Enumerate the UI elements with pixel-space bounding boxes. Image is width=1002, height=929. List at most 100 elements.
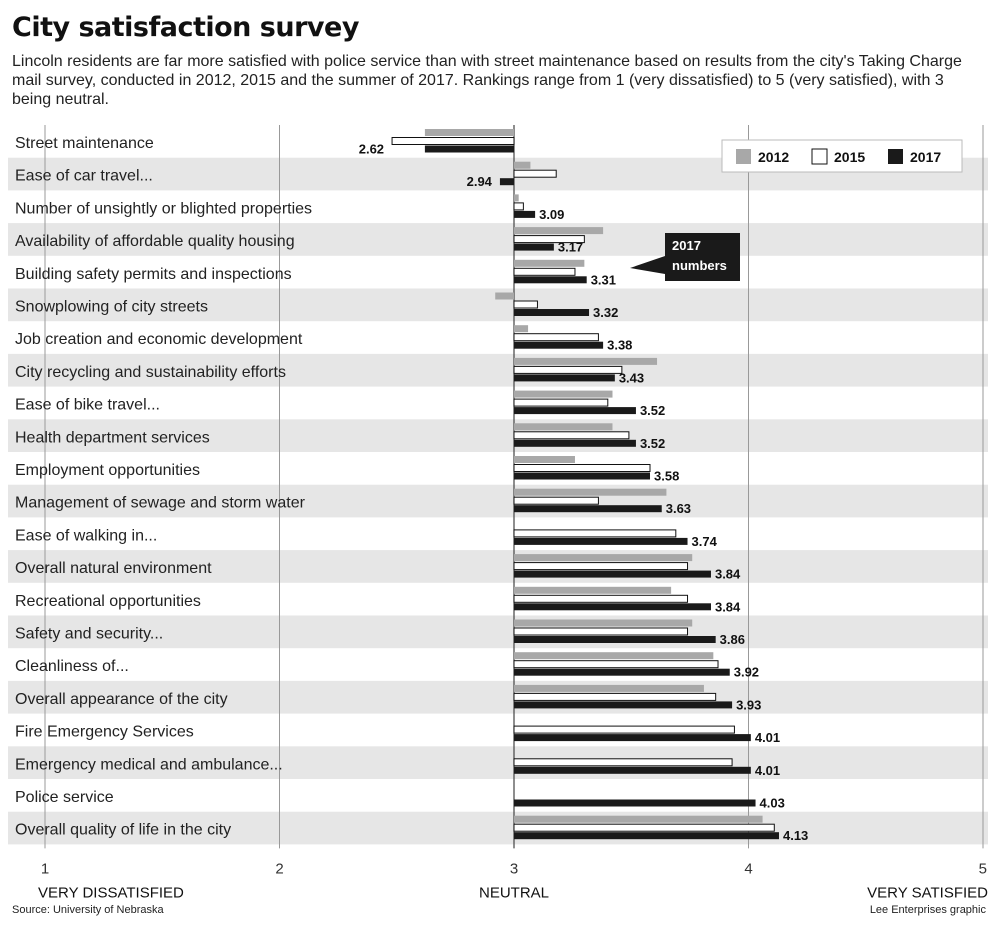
category-label: Number of unsightly or blighted properti…	[15, 200, 312, 217]
bar-2015	[513, 464, 651, 472]
bar-2012	[514, 357, 658, 365]
bar-2015	[513, 823, 775, 832]
bar-2012	[514, 259, 585, 267]
bar-2017	[514, 407, 636, 415]
bar-2015	[513, 169, 557, 178]
x-axis-word: VERY SATISFIED	[867, 884, 988, 900]
bar-2017	[514, 374, 615, 382]
bar-2012	[514, 161, 531, 169]
bar-2015	[513, 627, 689, 636]
data-label-2017: 3.52	[640, 436, 665, 451]
callout-line-1: 2017	[672, 238, 701, 253]
category-labels: Street maintenance Ease of car travel... N…	[15, 135, 312, 839]
bar-2017	[514, 472, 651, 480]
callout-line-2: numbers	[672, 258, 727, 273]
bar-2012	[514, 488, 667, 496]
bar-2017	[514, 505, 662, 513]
category-label: Building safety permits and inspections	[15, 266, 292, 283]
x-tick-label: 2	[275, 860, 283, 877]
chart-title: City satisfaction survey	[12, 12, 359, 43]
bar-2012	[514, 554, 693, 562]
category-label: Fire Emergency Services	[15, 724, 194, 741]
callout-box	[665, 233, 740, 281]
bar-2017	[514, 799, 756, 807]
bar-2017	[514, 276, 587, 284]
bar-2017	[514, 210, 536, 218]
bar-2017	[514, 439, 636, 447]
category-label: Employment opportunities	[15, 462, 200, 479]
data-label-2017: 3.38	[607, 338, 632, 353]
bar-2012	[424, 129, 514, 136]
bar-2017	[514, 832, 779, 840]
bar-2012	[514, 815, 763, 823]
bar-2015	[513, 235, 585, 244]
data-label-2017: 3.31	[591, 272, 616, 287]
bar-2012	[514, 227, 604, 235]
data-label-2017: 3.58	[654, 469, 679, 484]
data-label-2017: 4.01	[755, 763, 780, 778]
bar-2012	[514, 390, 613, 398]
row-bands	[8, 157, 988, 845]
data-label-2017: 3.63	[666, 501, 691, 516]
data-label-2017: 2.94	[467, 174, 493, 189]
bar-2015	[513, 365, 623, 374]
bar-2017	[499, 178, 514, 186]
bar-2015	[513, 660, 719, 669]
row-band	[8, 746, 988, 779]
data-label-2017: 2.62	[359, 142, 384, 157]
source-note: Source: University of Nebraska	[12, 904, 164, 916]
category-label: Overall natural environment	[15, 560, 212, 577]
bar-2015	[513, 267, 576, 276]
row-band	[8, 550, 988, 583]
bar-2012	[514, 619, 693, 627]
bar-2015	[513, 725, 735, 734]
data-label-2017: 4.01	[755, 730, 780, 745]
category-label: Cleanliness of...	[15, 658, 129, 675]
row-band	[8, 353, 988, 387]
data-label-2017: 3.52	[640, 403, 665, 418]
legend-label-2012: 2012	[758, 149, 789, 165]
bar-2015	[513, 398, 609, 407]
data-label-2017: 4.03	[760, 796, 785, 811]
credit-note: Lee Enterprises graphic	[869, 904, 986, 916]
x-axis: 1 2 3 4 5 VERY DISSATISFIED NEUTRAL VERY SATISF…	[38, 860, 988, 900]
category-label: Safety and security...	[15, 626, 163, 643]
bar-2015	[513, 431, 630, 440]
bar-2012	[514, 423, 613, 431]
x-tick-label: 4	[744, 860, 752, 877]
data-label-2017: 3.09	[539, 207, 564, 222]
data-label-2017: 3.92	[734, 665, 759, 680]
bar-2015	[513, 300, 538, 309]
category-label: Ease of car travel...	[15, 168, 153, 185]
category-label: Snowplowing of city streets	[15, 299, 208, 316]
bar-2017	[514, 537, 688, 545]
bar-2015	[513, 562, 689, 571]
data-label-2017: 3.32	[593, 305, 618, 320]
bar-2017	[514, 636, 716, 643]
bar-2012	[514, 652, 714, 660]
bar-2015	[513, 333, 599, 342]
chart-subtitle: Lincoln residents are far more satisfied…	[12, 53, 962, 108]
bars	[391, 129, 779, 840]
category-label: Job creation and economic development	[15, 331, 303, 348]
legend-swatch-2017	[888, 149, 903, 164]
x-axis-word: NEUTRAL	[479, 884, 549, 900]
data-label-2017: 3.93	[736, 697, 761, 712]
bar-2017	[514, 734, 751, 742]
x-tick-label: 3	[510, 860, 518, 877]
bar-2015	[513, 692, 717, 701]
bar-2017	[514, 701, 733, 709]
data-label-2017: 3.86	[720, 632, 745, 647]
x-axis-word: VERY DISSATISFIED	[38, 884, 184, 900]
bar-2012	[514, 456, 575, 463]
row-band	[8, 680, 988, 714]
bar-2012	[514, 325, 529, 333]
row-band	[8, 223, 988, 256]
data-label-2017: 3.84	[715, 599, 741, 614]
category-label: Street maintenance	[15, 135, 154, 152]
category-label: Emergency medical and ambulance...	[15, 756, 283, 773]
category-label: Recreational opportunities	[15, 593, 201, 610]
category-label: Overall appearance of the city	[15, 691, 228, 708]
bar-2015	[513, 758, 733, 767]
bar-2012	[495, 292, 514, 300]
